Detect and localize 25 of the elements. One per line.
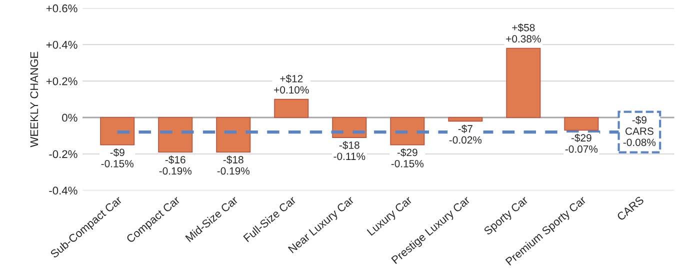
data-label: +$12 +0.10%: [274, 74, 309, 94]
y-tick-label: 0%: [62, 114, 78, 122]
bar: [506, 48, 541, 118]
bar: [100, 117, 135, 146]
y-tick-label: -0.4%: [49, 186, 78, 195]
y-tick-label: -0.2%: [49, 150, 78, 158]
y-tick-label: +0.6%: [46, 4, 78, 12]
y-tick-label: +0.4%: [46, 40, 78, 49]
bar: [158, 117, 193, 153]
data-label: -$7 -0.02%: [449, 124, 482, 144]
data-label: -$18 -0.19%: [217, 156, 250, 175]
bar: [564, 117, 599, 131]
y-axis-title: WEEKLY CHANGE: [30, 52, 38, 148]
y-tick-label: +0.2%: [46, 77, 78, 86]
bar: [274, 98, 309, 118]
bar: [448, 117, 483, 122]
data-label: -$29 -0.07%: [565, 134, 598, 153]
data-label: -$16 -0.19%: [159, 156, 192, 175]
ref-line-label: -$9 CARS -0.08%: [623, 116, 656, 146]
data-label: +$58 +0.38%: [506, 24, 541, 43]
data-label: -$9 -0.15%: [101, 148, 134, 168]
bar: [216, 117, 251, 153]
data-label: -$29 -0.15%: [391, 148, 424, 168]
bar: [390, 117, 425, 146]
data-label: -$18 -0.11%: [334, 141, 366, 160]
